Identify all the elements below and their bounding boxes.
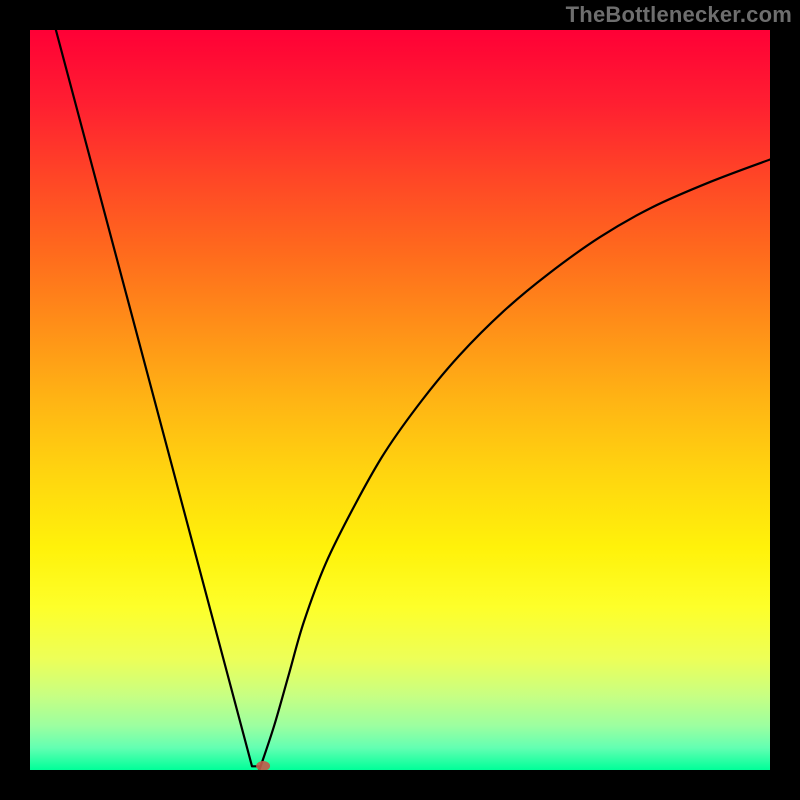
chart-canvas xyxy=(0,0,800,800)
minimum-marker xyxy=(256,761,270,771)
watermark-text: TheBottlenecker.com xyxy=(566,2,792,28)
plot-background xyxy=(30,30,770,770)
bottleneck-chart: TheBottlenecker.com xyxy=(0,0,800,800)
